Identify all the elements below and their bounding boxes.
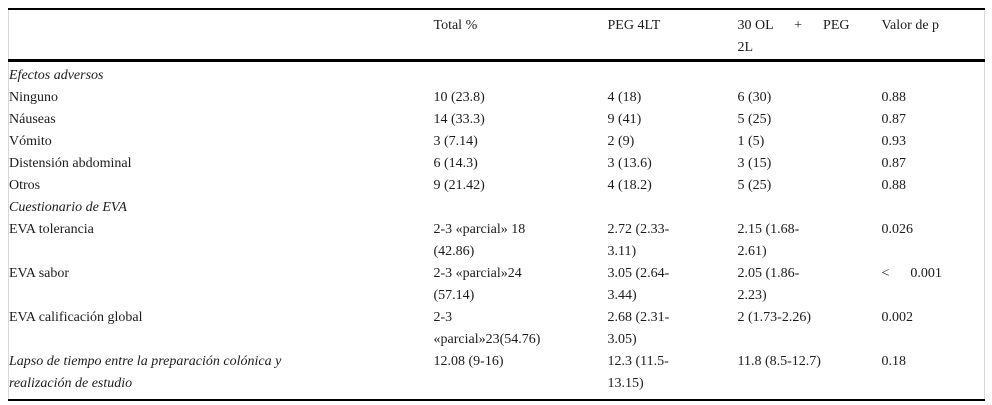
cell-30ol-peg2l: 2.15 (1.68- 2.61) <box>737 222 800 259</box>
col-header-valor-p: Valor de p <box>881 9 985 62</box>
row-label: Náuseas <box>9 112 56 127</box>
cell-peg4lt <box>608 197 738 219</box>
cell-peg4lt: 4 (18) <box>607 90 642 105</box>
table-row-distension-abdominal: Distensión abdominal 6 (14.3) 3 (13.6) 3… <box>9 153 985 175</box>
cell-30ol-peg2l: 1 (5) <box>737 134 765 149</box>
table-row-eva-tolerancia: EVA tolerancia 2-3 «parcial» 18 (42.86) … <box>9 219 985 263</box>
cell-total <box>434 197 608 219</box>
cell-total <box>434 61 608 88</box>
cell-total: 14 (33.3) <box>433 112 485 127</box>
cell-total: 2-3 «parcial» 18 (42.86) <box>433 222 526 259</box>
cell-valor-p <box>882 197 985 219</box>
cell-total: 10 (23.8) <box>433 90 485 105</box>
cell-peg4lt: 9 (41) <box>607 112 642 127</box>
cell-valor-p: 0.87 <box>881 156 907 171</box>
cell-total: 3 (7.14) <box>433 134 478 149</box>
cell-peg4lt <box>608 61 738 88</box>
col-header-peg4lt: PEG 4LT <box>607 9 738 62</box>
col-header-total: Total % <box>433 9 608 62</box>
table-row-ninguno: Ninguno 10 (23.8) 4 (18) 6 (30) 0.88 <box>9 87 985 109</box>
cell-total: 12.08 (9-16) <box>433 354 504 369</box>
row-label: Distensión abdominal <box>9 156 132 171</box>
row-label: Vómito <box>9 134 52 149</box>
cell-valor-p: 0.88 <box>881 178 907 193</box>
cell-30ol-peg2l <box>738 61 882 88</box>
cell-valor-p: 0.87 <box>881 112 907 127</box>
cell-valor-p <box>882 61 985 88</box>
cell-peg4lt: 3 (13.6) <box>607 156 652 171</box>
row-label: Otros <box>9 178 41 193</box>
cell-30ol-peg2l: 6 (30) <box>737 90 772 105</box>
table-row-vomito: Vómito 3 (7.14) 2 (9) 1 (5) 0.93 <box>9 131 985 153</box>
cell-30ol-peg2l <box>738 197 882 219</box>
row-label: EVA calificación global <box>9 310 143 325</box>
section-row-cuestionario-eva: Cuestionario de EVA <box>9 197 985 219</box>
cell-peg4lt: 2 (9) <box>607 134 635 149</box>
cell-valor-p: 0.18 <box>881 354 907 369</box>
cell-total: 2-3 «parcial»23(54.76) <box>433 310 541 347</box>
cell-peg4lt: 12.3 (11.5- 13.15) <box>607 354 669 391</box>
header-row: Total % PEG 4LT 30 OL + PEG 2L Valor de … <box>8 9 985 62</box>
cell-30ol-peg2l: 5 (25) <box>737 178 772 193</box>
cell-peg4lt: 3.05 (2.64- 3.44) <box>607 266 670 303</box>
table-row-eva-sabor: EVA sabor 2-3 «parcial»24 (57.14) 3.05 (… <box>9 263 985 307</box>
cell-30ol-peg2l: 3 (15) <box>737 156 772 171</box>
cell-valor-p: < 0.001 <box>881 266 942 281</box>
col-header-empty <box>8 9 434 62</box>
cell-valor-p: 0.88 <box>881 90 907 105</box>
table-row-eva-calificacion-global: EVA calificación global 2-3 «parcial»23(… <box>9 307 985 351</box>
cell-total: 2-3 «parcial»24 (57.14) <box>433 266 522 303</box>
table-row-nauseas: Náuseas 14 (33.3) 9 (41) 5 (25) 0.87 <box>9 109 985 131</box>
cell-peg4lt: 2.72 (2.33- 3.11) <box>607 222 670 259</box>
section-label: Efectos adversos <box>9 68 104 83</box>
section-label: Cuestionario de EVA <box>9 200 127 215</box>
col-header-30ol-peg2l: 30 OL + PEG 2L <box>737 9 882 62</box>
section-row-efectos-adversos: Efectos adversos <box>9 61 985 88</box>
cell-total: 6 (14.3) <box>433 156 478 171</box>
row-label: Lapso de tiempo entre la preparación col… <box>9 354 282 391</box>
cell-30ol-peg2l: 11.8 (8.5-12.7) <box>737 354 821 369</box>
row-label: EVA tolerancia <box>9 222 94 237</box>
table-row-otros: Otros 9 (21.42) 4 (18.2) 5 (25) 0.88 <box>9 175 985 197</box>
cell-30ol-peg2l: 5 (25) <box>737 112 772 127</box>
row-label: Ninguno <box>9 90 58 105</box>
cell-valor-p: 0.93 <box>881 134 907 149</box>
table-row-lapso-de-tiempo: Lapso de tiempo entre la preparación col… <box>9 351 985 400</box>
cell-valor-p: 0.002 <box>881 310 914 325</box>
cell-peg4lt: 2.68 (2.31- 3.05) <box>607 310 670 347</box>
cell-total: 9 (21.42) <box>433 178 485 193</box>
row-label: EVA sabor <box>9 266 70 281</box>
cell-30ol-peg2l: 2 (1.73-2.26) <box>737 310 812 325</box>
cell-30ol-peg2l: 2.05 (1.86- 2.23) <box>737 266 800 303</box>
results-table: Total % PEG 4LT 30 OL + PEG 2L Valor de … <box>8 8 985 401</box>
cell-peg4lt: 4 (18.2) <box>607 178 652 193</box>
cell-valor-p: 0.026 <box>881 222 914 237</box>
